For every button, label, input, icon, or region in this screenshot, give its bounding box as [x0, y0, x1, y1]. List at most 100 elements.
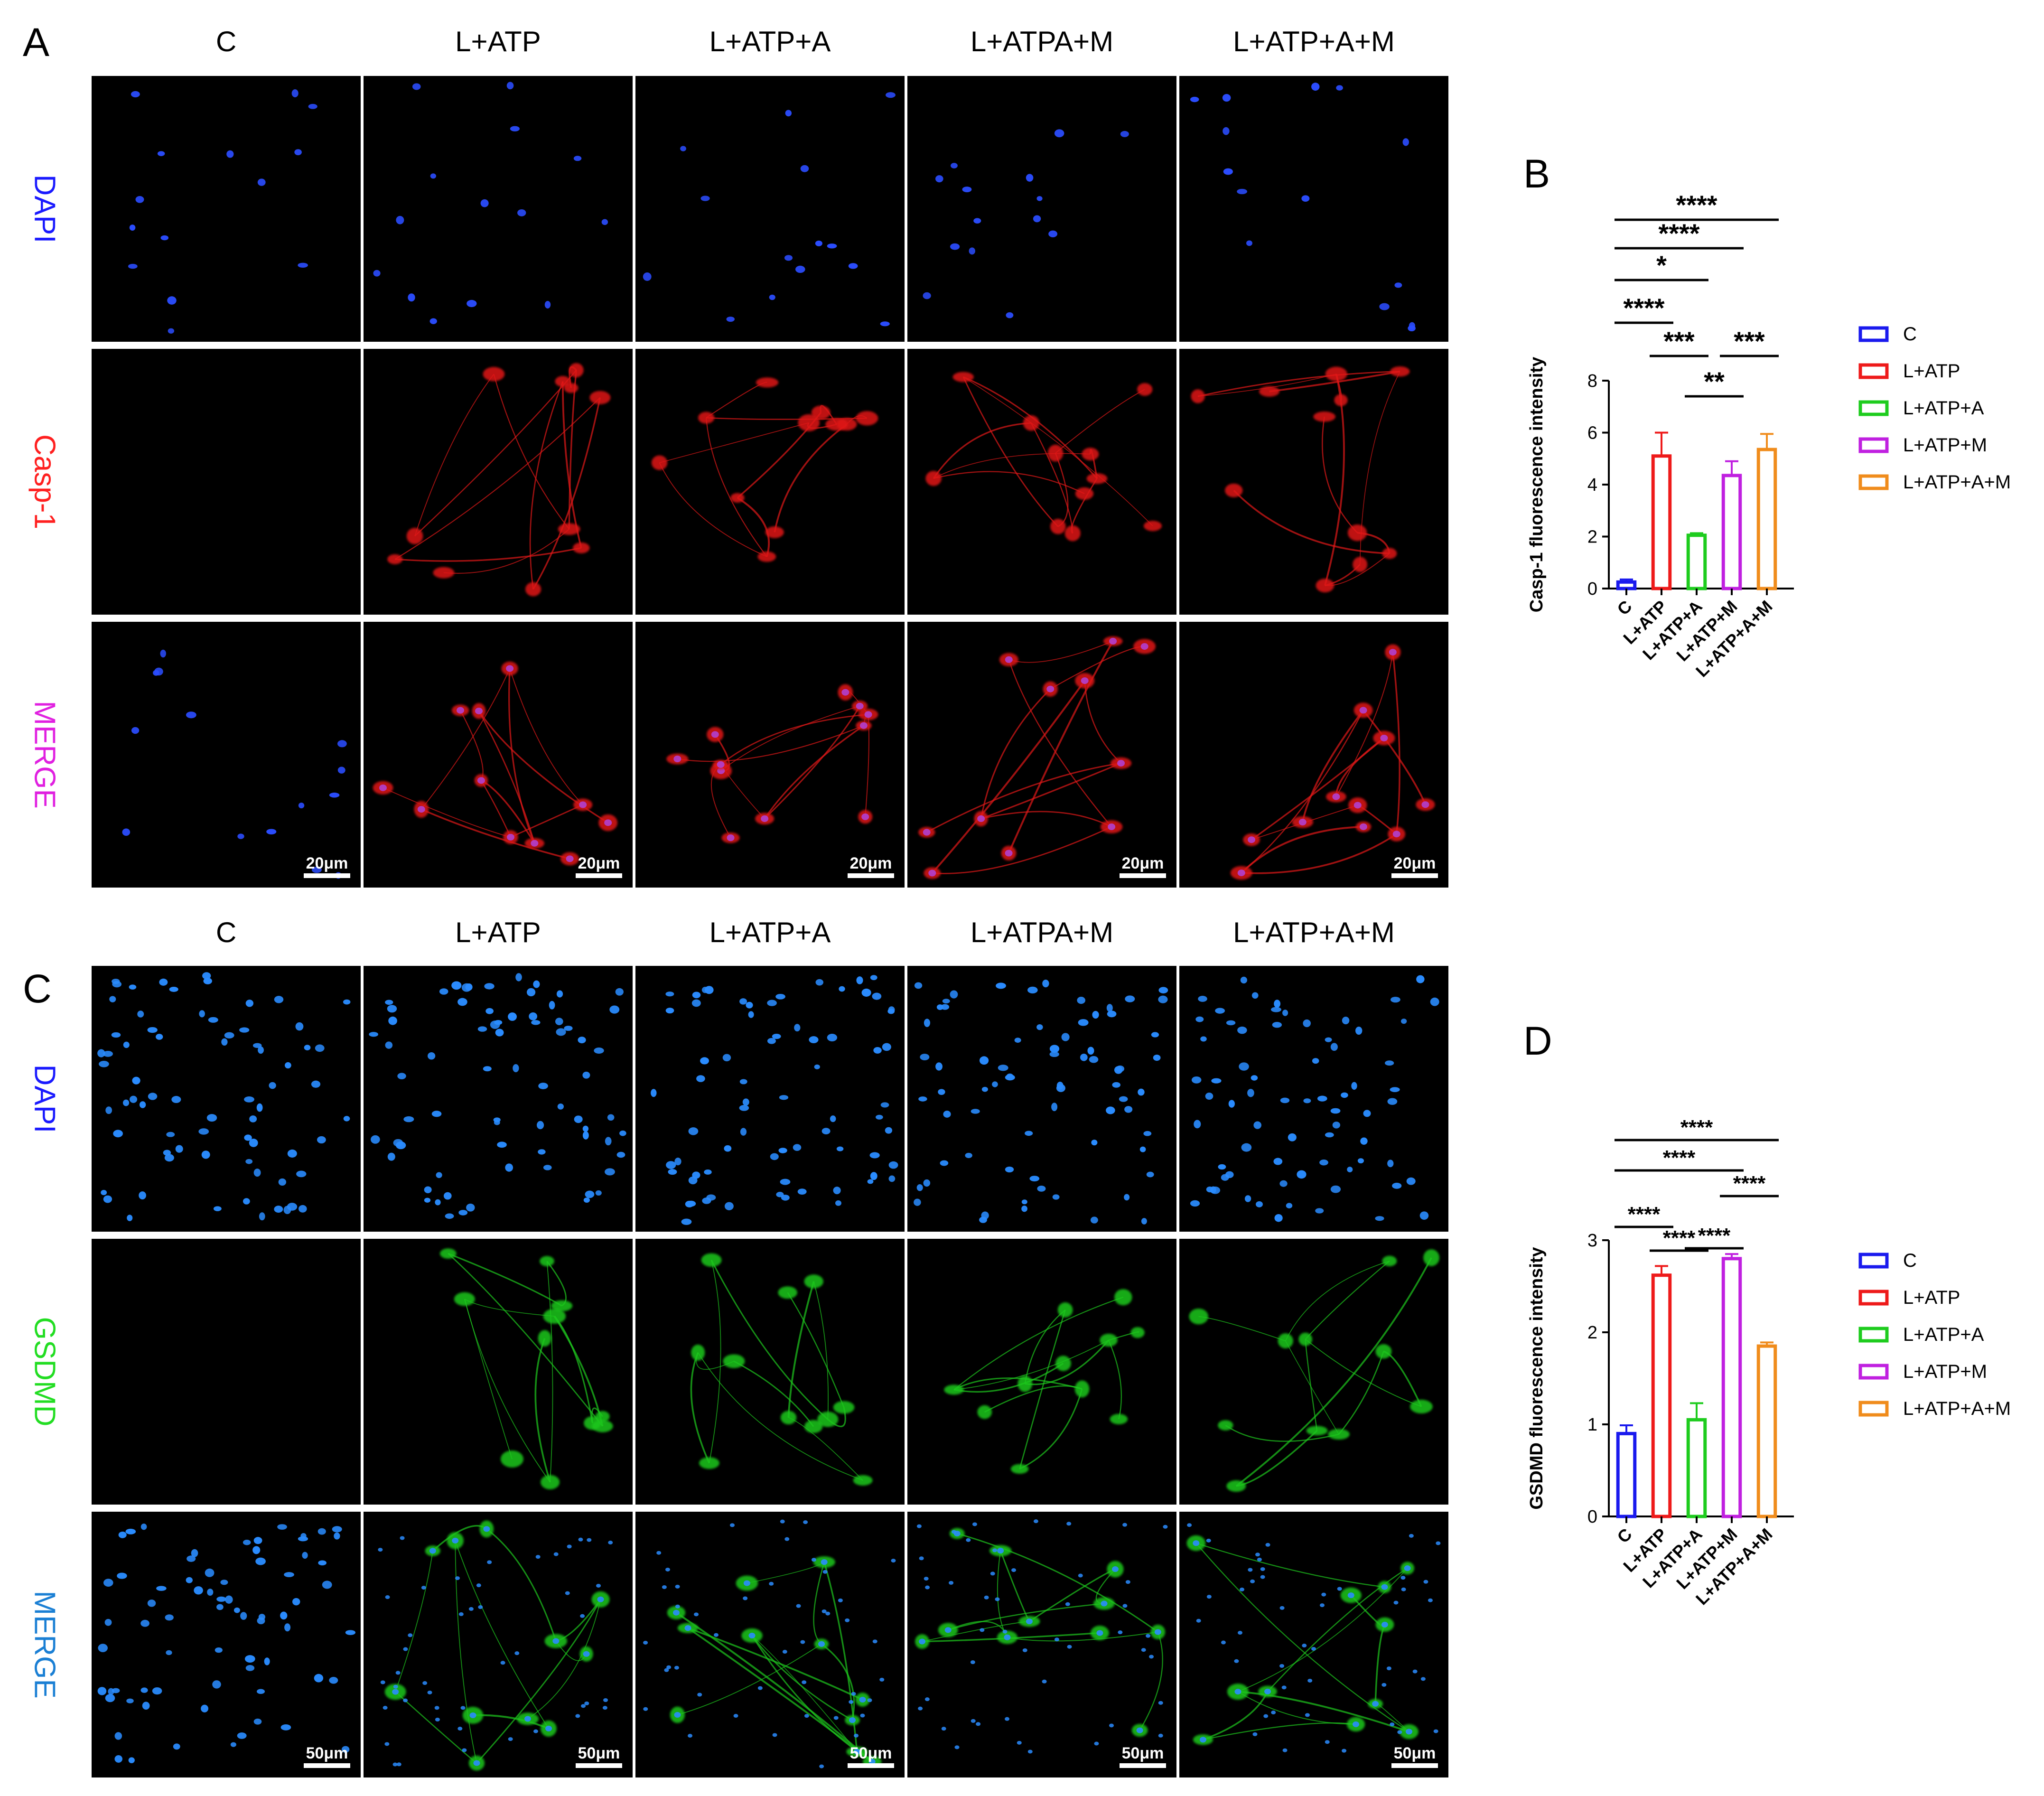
scale-bar	[848, 1763, 894, 1768]
significance-label: **	[1704, 366, 1725, 396]
micrograph-grid-casp1: C L+ATP L+ATP+A L+ATPA+M L+ATP+A+M DAPI Casp-1…	[28, 26, 1448, 888]
significance-label: ***	[1663, 326, 1695, 356]
legend-label: C	[1903, 1250, 1917, 1271]
y-tick-label: 2	[1587, 1323, 1597, 1343]
significance-label: ****	[1658, 218, 1699, 248]
scale-bar-label: 50μm	[850, 1744, 892, 1762]
legend-swatch	[1858, 1290, 1889, 1306]
scale-bar-label: 20μm	[578, 854, 620, 872]
legend-label: L+ATP+M	[1903, 435, 1987, 456]
x-tick-label: C	[1613, 1525, 1635, 1547]
legend-swatch	[1858, 1327, 1889, 1343]
y-tick-label: 0	[1587, 1507, 1597, 1527]
bar	[1756, 1344, 1777, 1518]
scale-bar	[576, 1763, 622, 1768]
scale-bar-label: 20μm	[306, 854, 348, 872]
micrograph-cell: 50μm	[364, 1512, 633, 1777]
significance-label: ****	[1663, 1146, 1696, 1169]
panel-letter-b: B	[1523, 151, 1550, 196]
bar	[1756, 448, 1777, 590]
y-axis-label: Casp-1 fluorescence intensity	[1527, 357, 1547, 613]
micrograph-cell: 20μm	[92, 622, 361, 888]
micrograph-cell: 20μm	[635, 622, 905, 888]
y-tick-label: 8	[1587, 371, 1597, 391]
micrograph-cell: 20μm	[1179, 622, 1448, 888]
column-label: C	[216, 917, 236, 948]
legend-swatch	[1858, 1364, 1889, 1380]
legend-label: L+ATP+A	[1903, 1324, 1984, 1345]
panel-letter-c: C	[23, 966, 52, 1011]
column-label: C	[216, 26, 236, 57]
scale-bar	[1391, 1763, 1438, 1768]
legend-label: L+ATP+A+M	[1903, 472, 2011, 493]
row-label: DAPI	[28, 1065, 61, 1133]
significance-label: ****	[1663, 1226, 1696, 1250]
column-label: L+ATP+A	[709, 26, 831, 57]
bar	[1651, 454, 1672, 590]
significance-label: *	[1656, 250, 1667, 280]
bar	[1686, 533, 1707, 590]
y-tick-label: 4	[1587, 475, 1597, 495]
legend-label: L+ATP+M	[1903, 1361, 1987, 1382]
column-label: L+ATP	[455, 26, 541, 57]
y-axis-label: GSDMD fluorescence intensity	[1527, 1247, 1547, 1509]
legend-label: L+ATP+A	[1903, 398, 1984, 419]
scale-bar-label: 20μm	[1122, 854, 1164, 872]
scale-bar	[304, 1763, 350, 1768]
scale-bar	[1120, 873, 1166, 878]
y-tick-label: 0	[1587, 579, 1597, 599]
micrograph-cell	[92, 349, 361, 615]
significance-label: ****	[1733, 1172, 1766, 1195]
legend-label: C	[1903, 324, 1917, 345]
row-label: MERGE	[28, 1590, 61, 1698]
column-label: L+ATP+A	[709, 917, 831, 948]
bar	[1651, 1273, 1672, 1518]
micrograph-cell: 50μm	[635, 1512, 905, 1777]
row-label: GSDMD	[28, 1317, 61, 1427]
scale-bar	[848, 873, 894, 878]
row-label: Casp-1	[28, 434, 61, 529]
legend-swatch	[1858, 363, 1889, 379]
legend-swatch	[1858, 437, 1889, 453]
scale-bar	[1120, 1763, 1166, 1768]
scale-bar	[304, 873, 350, 878]
legend-label: L+ATP	[1903, 1287, 1960, 1308]
panel-letter-d: D	[1523, 1019, 1552, 1063]
panel-letter-a: A	[23, 20, 49, 65]
micrograph-cell	[635, 966, 905, 1232]
micrograph-cell	[1179, 1239, 1448, 1505]
micrograph-cell	[92, 76, 361, 342]
micrograph-cell: 50μm	[907, 1512, 1176, 1777]
scale-bar-label: 50μm	[578, 1744, 620, 1762]
y-tick-label: 1	[1587, 1415, 1597, 1435]
bar-chart-gsdmd: GSDMD fluorescence intensity 0 1 2 3 C L+ATP L+…	[1527, 1116, 2011, 1609]
legend-swatch	[1858, 400, 1889, 416]
bar-chart-casp1: Casp-1 fluorescence intensity 0 2 4 6 8 C L+ATP…	[1527, 190, 2011, 681]
significance-label: ****	[1623, 293, 1664, 323]
column-label: L+ATPA+M	[971, 917, 1113, 948]
micrograph-cell	[92, 966, 361, 1232]
micrograph-cell: 20μm	[364, 622, 633, 888]
micrograph-cell	[1179, 76, 1448, 342]
legend-swatch	[1858, 1253, 1889, 1269]
micrograph-cell	[1179, 966, 1448, 1232]
bar	[1616, 1431, 1637, 1518]
x-tick-label: C	[1613, 597, 1635, 619]
micrograph-cell	[92, 1239, 361, 1505]
significance-label: ****	[1698, 1224, 1731, 1247]
scale-bar	[576, 873, 622, 878]
y-tick-label: 3	[1587, 1231, 1597, 1251]
scale-bar-label: 20μm	[850, 854, 892, 872]
bar	[1721, 1257, 1742, 1518]
micrograph-cell	[364, 349, 633, 615]
scale-bar-label: 50μm	[1394, 1744, 1436, 1762]
micrograph-grid-gsdmd: C L+ATP L+ATP+A L+ATPA+M L+ATP+A+M DAPI GSDMD M…	[28, 917, 1448, 1777]
scale-bar-label: 20μm	[1394, 854, 1436, 872]
legend-swatch	[1858, 1401, 1889, 1417]
significance-label: ****	[1676, 190, 1717, 220]
micrograph-cell	[907, 349, 1176, 615]
y-tick-label: 2	[1587, 527, 1597, 547]
micrograph-cell	[364, 966, 633, 1232]
micrograph-cell	[907, 76, 1176, 342]
